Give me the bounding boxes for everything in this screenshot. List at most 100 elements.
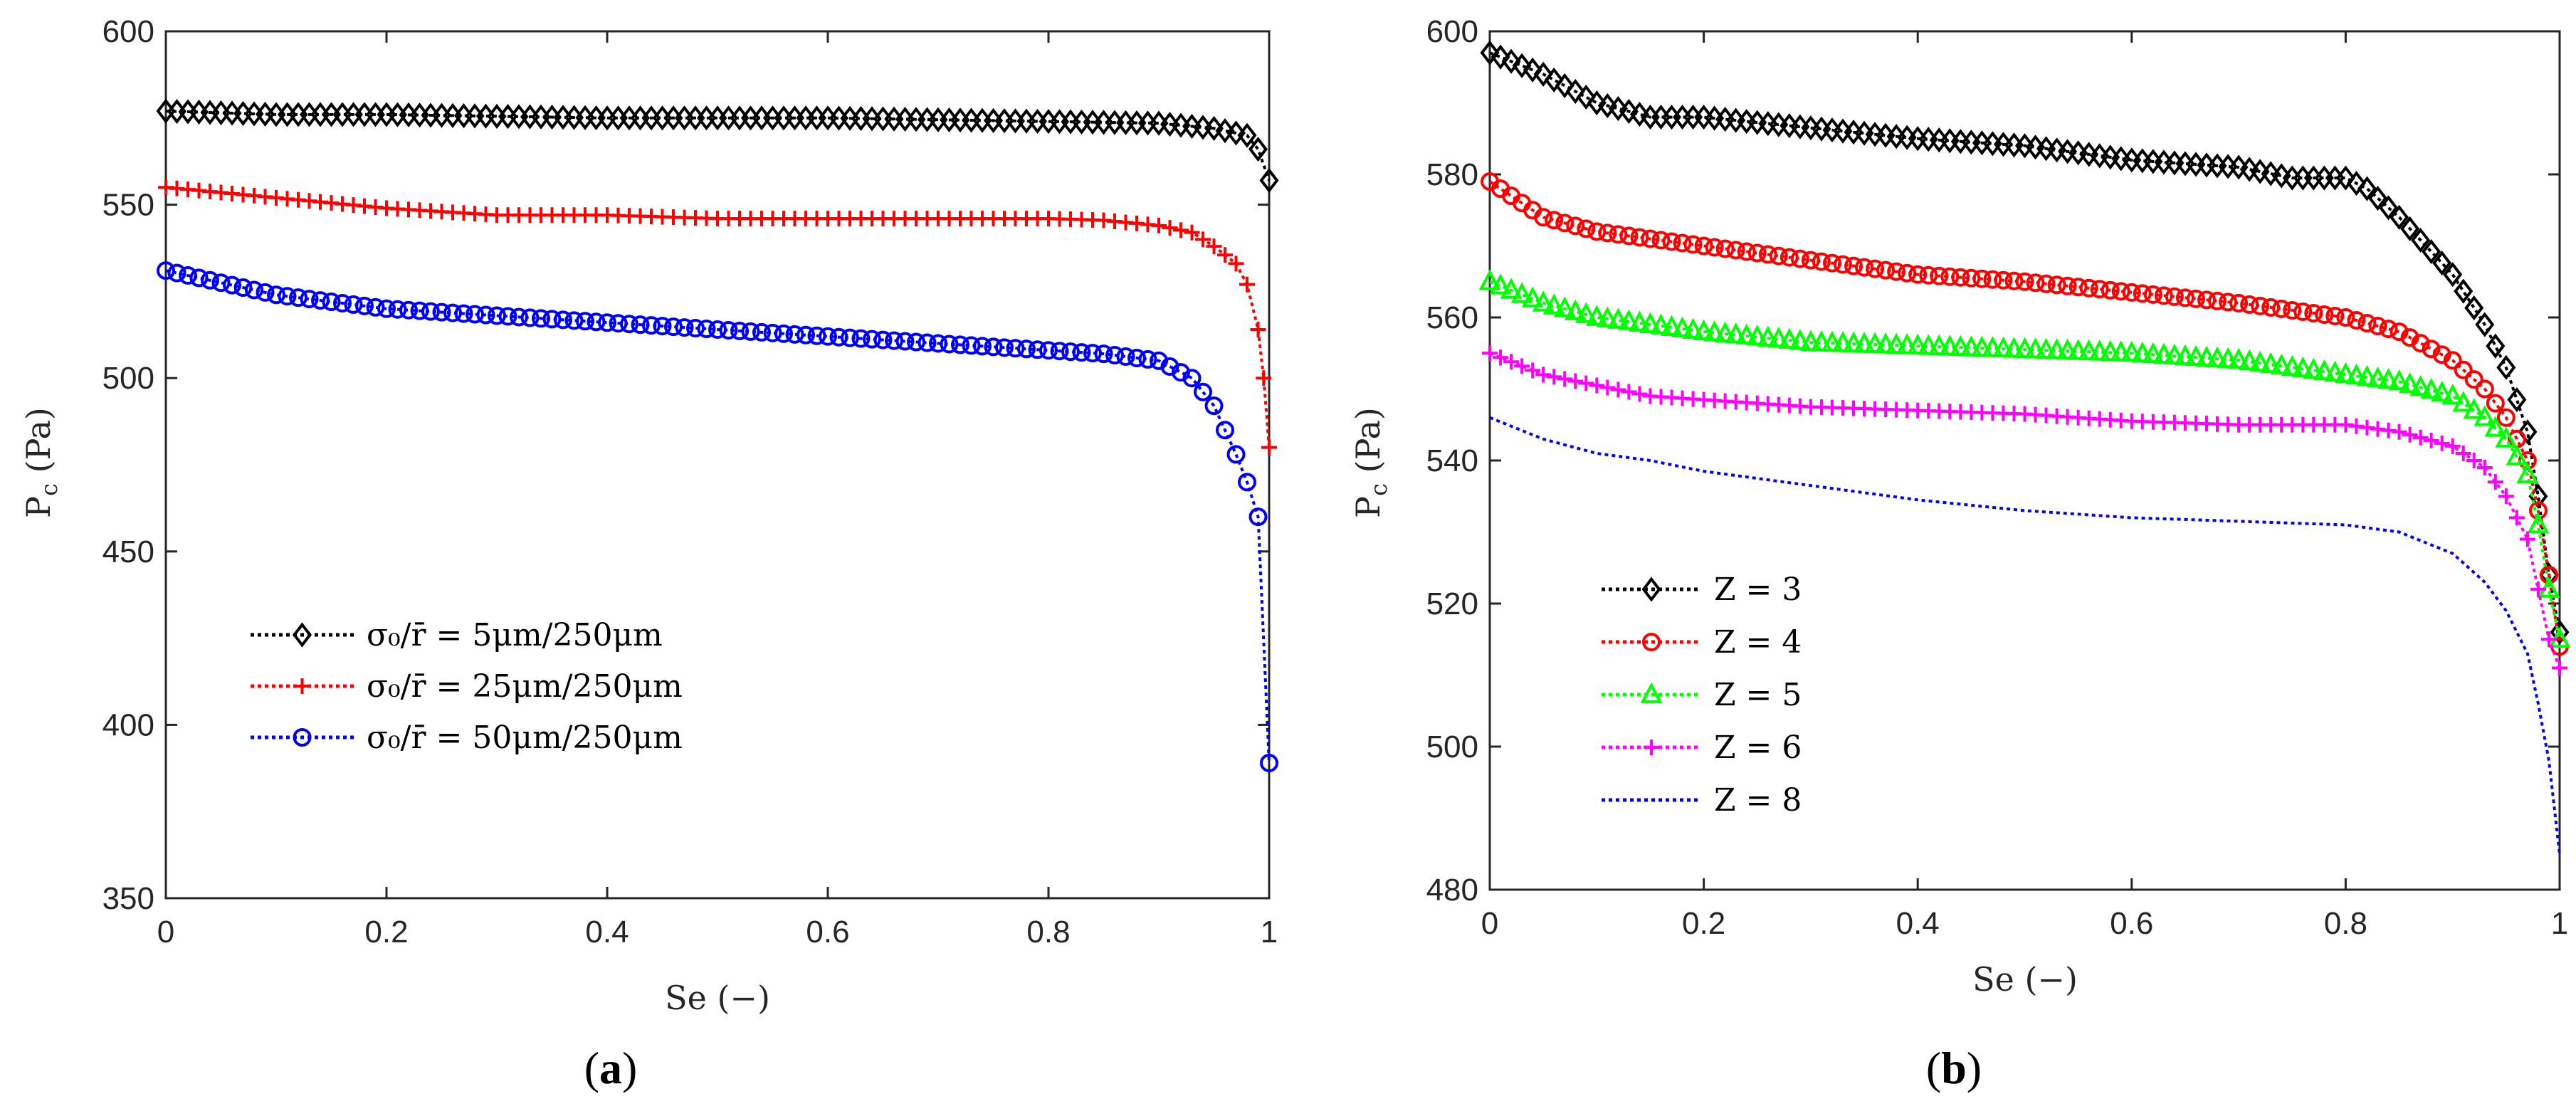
data-point	[1500, 278, 1523, 299]
data-point	[399, 300, 418, 320]
data-point	[2270, 353, 2293, 375]
data-point	[1250, 321, 1266, 337]
data-point	[1039, 341, 1058, 360]
data-point	[2334, 362, 2357, 384]
data-point	[1831, 331, 1854, 352]
data-point	[2496, 408, 2515, 427]
data-point	[1746, 325, 1769, 346]
data-point	[1599, 379, 1616, 396]
data-point	[2431, 381, 2454, 402]
data-point	[1083, 344, 1102, 363]
data-point	[1639, 312, 1661, 333]
data-point	[973, 337, 992, 356]
y-tick-label: 540	[1426, 443, 1478, 478]
data-point	[1017, 339, 1036, 359]
data-point	[2434, 435, 2450, 451]
data-point	[1714, 321, 1737, 343]
data-point	[2120, 340, 2143, 362]
data-point	[554, 310, 572, 330]
data-point	[1994, 270, 2013, 290]
data-point	[1789, 329, 1812, 350]
data-point	[1790, 249, 1809, 268]
data-point	[333, 293, 352, 312]
data-point	[2229, 154, 2249, 180]
data-point	[2422, 238, 2441, 265]
data-point	[2487, 474, 2503, 490]
data-point	[741, 322, 760, 341]
legend-item: σ₀/r̄ = 50μm/250μm	[251, 720, 683, 756]
x-tick-label: 1	[2551, 906, 2568, 941]
data-point	[609, 314, 628, 333]
data-point	[841, 328, 859, 347]
y-tick-label: 500	[102, 361, 154, 396]
data-point	[1491, 44, 1510, 70]
data-point	[1006, 339, 1025, 358]
data-point	[189, 268, 209, 288]
data-point	[1238, 473, 1256, 492]
y-tick-label: 400	[102, 707, 154, 742]
data-point	[587, 312, 606, 332]
data-point	[1982, 336, 2004, 357]
data-point	[1853, 332, 1876, 353]
legend-marker	[1642, 633, 1661, 651]
data-point	[2540, 631, 2557, 648]
data-point	[1564, 299, 1587, 320]
data-point	[1715, 239, 1735, 258]
data-point	[2046, 338, 2068, 359]
data-point	[421, 302, 440, 321]
data-point	[2325, 306, 2345, 325]
y-tick-label: 550	[102, 188, 154, 223]
data-point	[1917, 334, 1940, 355]
x-tick-label: 0.6	[806, 915, 849, 949]
data-point	[2175, 288, 2194, 307]
data-point	[1545, 211, 1564, 230]
data-point	[1521, 286, 1544, 307]
data-point	[1896, 333, 1918, 354]
data-point	[2486, 333, 2506, 359]
data-point	[2464, 370, 2483, 389]
data-point	[1577, 219, 1596, 238]
data-point	[1248, 137, 1268, 162]
legend-label: σ₀/r̄ = 50μm/250μm	[367, 720, 683, 756]
data-point	[1619, 98, 1639, 125]
data-point	[851, 329, 871, 348]
data-point	[532, 309, 550, 328]
data-point	[488, 306, 506, 325]
data-point	[2400, 328, 2419, 347]
data-point	[1735, 323, 1758, 345]
legend: Z = 3 Z = 4 Z = 5 Z = 6 Z = 8	[1602, 572, 1802, 818]
data-point	[2131, 341, 2154, 363]
data-point	[1237, 122, 1257, 148]
x-tick-label: 0.2	[364, 915, 408, 949]
data-point	[1810, 330, 1833, 352]
data-point	[951, 335, 969, 354]
data-point	[2346, 170, 2366, 196]
data-point	[2090, 280, 2109, 299]
data-point	[201, 270, 219, 290]
data-point	[1630, 228, 1649, 247]
data-point	[2174, 344, 2197, 366]
data-point	[1609, 225, 1628, 244]
data-point	[2412, 429, 2429, 446]
data-point	[895, 332, 915, 351]
data-point	[730, 321, 749, 340]
data-point	[1094, 344, 1113, 364]
data-point	[2047, 275, 2066, 295]
data-point	[1726, 241, 1745, 260]
legend-label: Z = 8	[1714, 782, 1802, 818]
data-point	[2359, 419, 2375, 436]
data-point	[2240, 295, 2259, 314]
data-point	[1542, 293, 1565, 315]
data-point	[1812, 252, 1831, 271]
data-point	[2390, 204, 2409, 230]
x-tick-label: 0	[1481, 906, 1498, 941]
data-point	[289, 288, 307, 307]
data-point	[2336, 308, 2355, 327]
y-axis-label: Pc (Pa)	[19, 407, 63, 518]
data-point	[1629, 310, 1651, 332]
data-point	[1598, 223, 1617, 243]
data-point	[1589, 377, 1605, 394]
data-point	[1596, 306, 1619, 327]
data-point	[2475, 312, 2495, 337]
